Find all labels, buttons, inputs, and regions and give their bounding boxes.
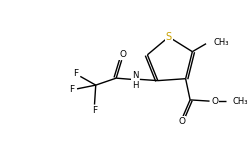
Text: O: O (119, 50, 126, 59)
Text: F: F (92, 106, 97, 115)
Text: F: F (70, 85, 75, 94)
Text: N
H: N H (132, 71, 139, 90)
Text: CH₃: CH₃ (213, 38, 229, 47)
Text: S: S (166, 32, 172, 42)
Text: F: F (73, 69, 78, 78)
Text: CH₃: CH₃ (233, 97, 248, 106)
Text: O: O (178, 117, 185, 126)
Text: O: O (211, 97, 218, 106)
